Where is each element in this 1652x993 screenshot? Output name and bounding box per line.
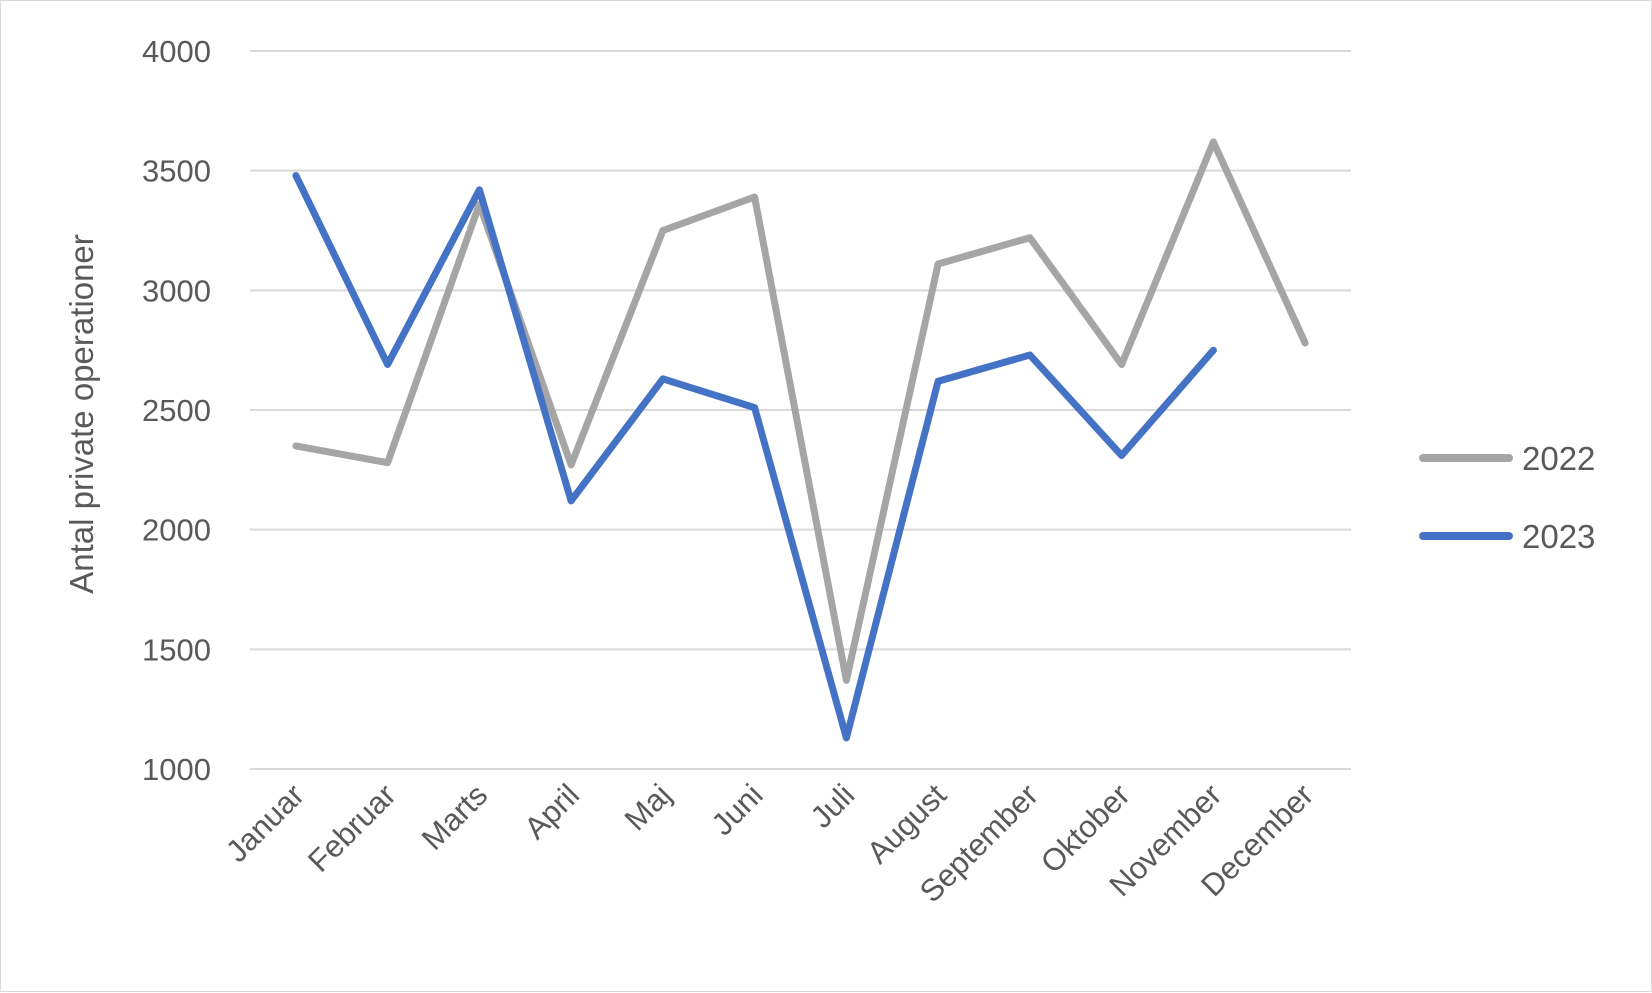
legend-label-2023: 2023	[1522, 518, 1595, 555]
x-tick-label: August	[860, 777, 953, 870]
x-tick-label: Marts	[415, 777, 495, 857]
x-tick-label: April	[517, 777, 586, 846]
legend-label-2022: 2022	[1522, 440, 1595, 477]
series-line-2022	[296, 142, 1305, 681]
y-tick-label: 1000	[142, 752, 211, 787]
y-tick-label: 2500	[142, 393, 211, 428]
y-tick-label: 4000	[142, 34, 211, 69]
y-tick-label: 3000	[142, 273, 211, 308]
y-tick-label: 3500	[142, 154, 211, 189]
x-tick-label: Januar	[219, 777, 311, 869]
x-tick-label: Maj	[618, 777, 678, 837]
x-tick-label: Juni	[705, 777, 770, 842]
legend: 2022 2023	[1423, 440, 1595, 555]
y-tick-label: 1500	[142, 632, 211, 667]
x-tick-label: Februar	[301, 777, 403, 879]
series-line-2023	[296, 176, 1214, 738]
y-tick-label: 2000	[142, 513, 211, 548]
y-axis-title: Antal private operationer	[63, 234, 100, 594]
x-tick-label: Juli	[804, 777, 862, 835]
gridlines	[250, 51, 1351, 769]
y-axis-tick-labels: 1000 1500 2000 2500 3000 3500 4000	[142, 34, 211, 787]
